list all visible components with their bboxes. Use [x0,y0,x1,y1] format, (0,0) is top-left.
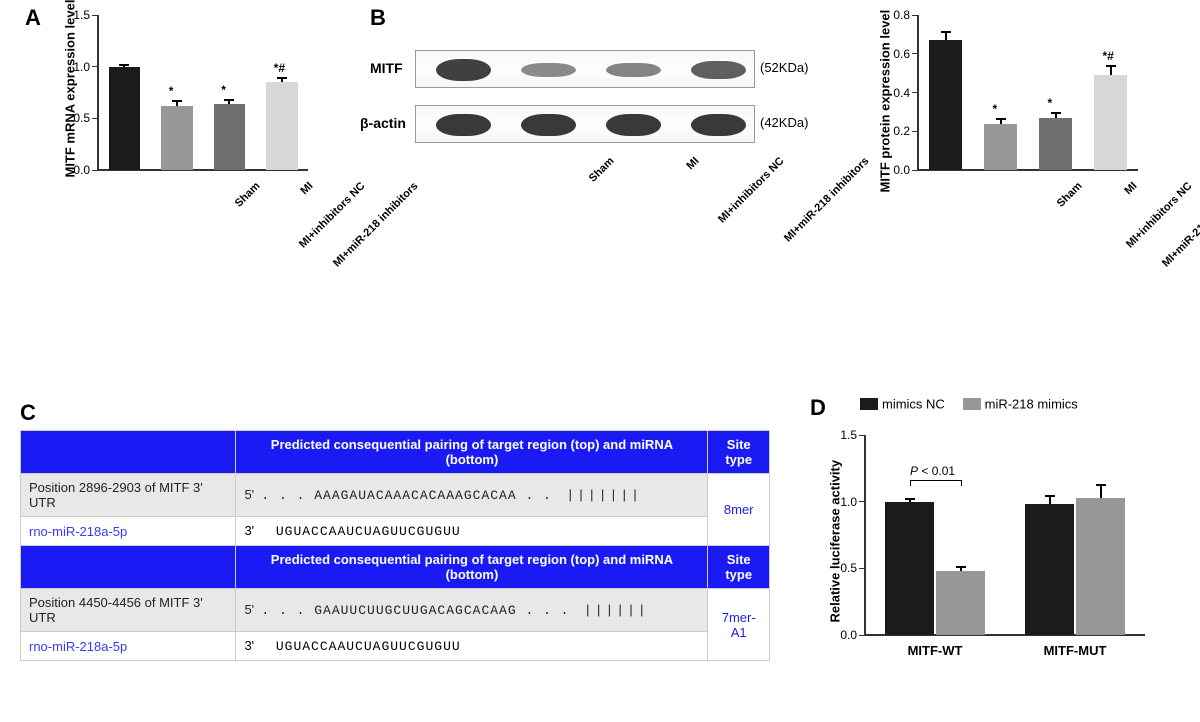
table-header-blank [21,546,236,589]
significance-marker: * [221,83,226,97]
site-type: 8mer [708,474,770,546]
blot-band [436,59,491,81]
blot-row-mitf [415,50,755,88]
bar [984,124,1017,171]
table-header-site: Site type [708,546,770,589]
y-tick-label: 1.5 [60,8,90,22]
panel-c: Predicted consequential pairing of targe… [20,430,780,661]
legend-label: mimics NC [882,396,945,411]
sequence-cell: 5' . . . AAAGAUACAAACACAAAGCACAA . . |||… [236,474,708,517]
blot-band [436,114,491,137]
blot-band [521,114,576,137]
sequence-cell: 5' . . . GAAUUCUUGCUUGACAGCACAAG . . . |… [236,589,708,632]
x-category-label: MI [215,180,315,280]
y-tick-label: 0.5 [827,561,857,575]
y-tick-label: 0.0 [880,163,910,177]
blot-band [691,61,746,80]
blot-row-actin [415,105,755,143]
significance-marker: *# [1103,49,1114,63]
significance-marker: *# [274,61,285,75]
site-type: 7mer-A1 [708,589,770,661]
y-tick-label: 0.0 [827,628,857,642]
p-value-label: P < 0.01 [910,464,955,478]
significance-marker: * [1048,96,1053,110]
panel-d-y-label: Relative luciferase activity [828,443,843,623]
panel-b: MITF β-actin (52KDa) (42KDa) ShamMIMI+in… [370,10,1170,290]
mirna-label: rno-miR-218a-5p [21,632,236,661]
panel-b-quant: MITF protein expression level 0.00.20.40… [870,10,1160,270]
panel-a-y-label: MITF mRNA expression level [63,18,78,178]
position-label: Position 4450-4456 of MITF 3' UTR [21,589,236,632]
bar [214,104,246,170]
group-label: MITF-MUT [1005,643,1145,658]
y-tick-label: 0.4 [880,86,910,100]
x-category-label: MI+inhibitors NC [267,180,367,280]
y-tick-label: 0.2 [880,124,910,138]
mw-label-2: (42KDa) [760,115,808,130]
group-label: MITF-WT [865,643,1005,658]
legend-label: miR-218 mimics [985,396,1078,411]
x-category-label: MI+inhibitors NC [1094,180,1194,280]
panel-a-chart: 0.00.51.01.5Sham*MI*MI+inhibitors NC*#MI… [98,15,308,170]
y-tick-label: 0.0 [60,163,90,177]
x-category-label: Sham [162,180,262,280]
bar [1039,118,1072,170]
table-header-site: Site type [708,431,770,474]
legend-swatch [860,398,878,410]
x-category-label: MI [1039,180,1139,280]
blot-band [606,114,661,137]
significance-marker: * [169,84,174,98]
y-tick-label: 1.0 [60,60,90,74]
significance-marker: * [993,102,998,116]
mirna-label: rno-miR-218a-5p [21,517,236,546]
bar [1025,504,1074,635]
panel-d: mimics NC miR-218 mimics Relative lucife… [810,395,1180,705]
mw-label-1: (52KDa) [760,60,808,75]
bar [161,106,193,170]
bar [936,571,985,635]
blot-row-label-mitf: MITF [370,60,403,76]
bar [266,82,298,170]
panel-c-label: C [20,400,36,426]
y-tick-label: 0.5 [60,111,90,125]
blot-band [521,63,576,77]
panel-a-label: A [25,5,41,31]
y-tick-label: 1.5 [827,428,857,442]
legend-swatch [963,398,981,410]
panel-b-quant-chart: 0.00.20.40.60.8Sham*MI*MI+inhibitors NC*… [918,15,1138,170]
position-label: Position 2896-2903 of MITF 3' UTR [21,474,236,517]
x-category-label: Sham [984,180,1084,280]
y-tick-label: 0.6 [880,47,910,61]
blot-band [606,63,661,78]
legend: mimics NC miR-218 mimics [860,395,1096,413]
panel-d-chart: 0.00.51.01.5MITF-WTMITF-MUTP < 0.01 [865,435,1145,635]
y-tick-label: 0.8 [880,8,910,22]
table-header-blank [21,431,236,474]
target-table: Predicted consequential pairing of targe… [20,430,770,661]
bar [109,67,141,170]
bar [1076,498,1125,635]
western-blot: MITF β-actin (52KDa) (42KDa) ShamMIMI+in… [410,50,830,170]
mirna-seq-cell: 3' UGUACCAAUCUAGUUCGUGUU [236,517,708,546]
panel-a: MITF mRNA expression level 0.00.51.01.5S… [50,10,330,270]
bar [885,502,934,635]
mirna-seq-cell: 3' UGUACCAAUCUAGUUCGUGUU [236,632,708,661]
table-header-main: Predicted consequential pairing of targe… [236,546,708,589]
blot-row-label-actin: β-actin [360,115,406,131]
table-header-main: Predicted consequential pairing of targe… [236,431,708,474]
y-tick-label: 1.0 [827,495,857,509]
bar [1094,75,1127,170]
bar [929,40,962,170]
blot-band [691,114,746,137]
